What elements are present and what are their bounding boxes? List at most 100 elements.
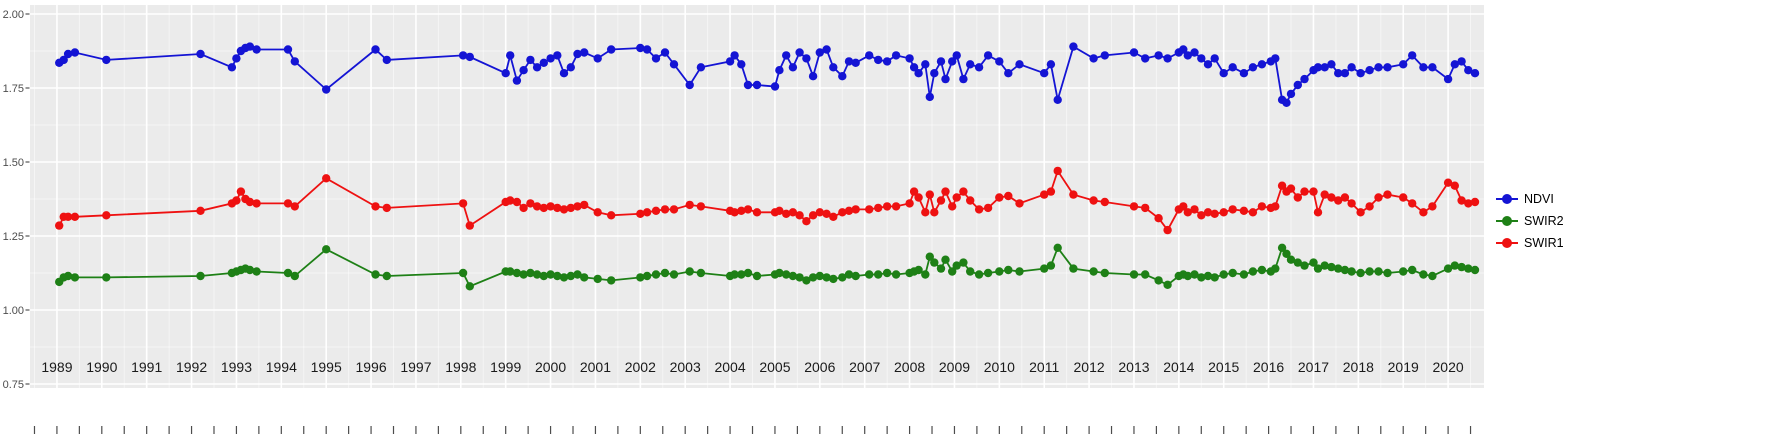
series-point-swir2 xyxy=(891,270,901,279)
series-point-swir2 xyxy=(851,271,860,281)
series-point-swir1 xyxy=(1154,214,1163,223)
series-point-swir2 xyxy=(1129,270,1139,279)
series-point-ndvi xyxy=(948,57,957,66)
x-tick-label: 2008 xyxy=(894,359,925,375)
series-point-swir2 xyxy=(322,245,331,254)
series-point-swir2 xyxy=(1340,265,1350,275)
series-point-swir2 xyxy=(1313,264,1323,273)
series-point-swir1 xyxy=(660,205,670,214)
series-point-ndvi xyxy=(1197,54,1206,63)
series-point-ndvi xyxy=(930,69,939,78)
x-tick-label: 1996 xyxy=(355,359,386,375)
series-point-swir2 xyxy=(775,268,784,278)
series-point-ndvi xyxy=(1334,69,1343,78)
legend-item-swir2: SWIR2 xyxy=(1495,210,1564,232)
series-point-swir2 xyxy=(1141,270,1150,279)
x-tick-label: 2020 xyxy=(1433,359,1464,375)
y-tick-label: 1.50 xyxy=(3,157,24,169)
series-point-ndvi xyxy=(669,60,679,69)
series-point-swir1 xyxy=(822,209,831,218)
x-tick-label: 1990 xyxy=(86,359,117,375)
series-point-swir1 xyxy=(1428,202,1437,211)
series-point-swir1 xyxy=(795,211,804,220)
series-point-ndvi xyxy=(1340,69,1350,78)
series-point-ndvi xyxy=(196,49,205,59)
series-point-ndvi xyxy=(1183,51,1193,60)
series-point-ndvi xyxy=(1300,74,1309,84)
series-point-swir2 xyxy=(607,276,616,285)
series-point-swir1 xyxy=(1257,202,1267,211)
series-point-ndvi xyxy=(1163,54,1172,63)
series-point-ndvi xyxy=(512,76,522,85)
series-point-swir2 xyxy=(1154,276,1163,285)
series-point-swir1 xyxy=(1046,187,1056,196)
legend-label-ndvi: NDVI xyxy=(1524,192,1554,206)
series-point-swir2 xyxy=(580,273,589,282)
series-point-ndvi xyxy=(743,80,753,90)
series-point-swir2 xyxy=(1100,268,1110,278)
series-point-ndvi xyxy=(882,57,892,66)
series-point-ndvi xyxy=(232,54,241,63)
series-point-swir1 xyxy=(1183,208,1193,217)
plot-panel xyxy=(30,5,1484,388)
series-point-swir2 xyxy=(974,270,984,279)
series-point-ndvi xyxy=(1089,54,1098,63)
series-point-swir1 xyxy=(382,203,391,213)
series-point-ndvi xyxy=(553,51,562,60)
series-point-swir1 xyxy=(1219,208,1228,217)
x-tick-label: 2003 xyxy=(670,359,701,375)
series-point-swir2 xyxy=(865,270,874,279)
series-point-swir1 xyxy=(371,202,380,211)
series-point-swir1 xyxy=(1309,187,1318,196)
x-tick-label: 1995 xyxy=(311,359,342,375)
series-point-ndvi xyxy=(1450,60,1460,69)
series-point-swir2 xyxy=(559,273,569,282)
series-point-ndvi xyxy=(1383,63,1392,72)
x-tick-label: 2019 xyxy=(1388,359,1419,375)
series-point-swir1 xyxy=(290,202,299,211)
series-point-swir2 xyxy=(795,273,804,282)
series-point-swir1 xyxy=(1470,197,1480,207)
series-point-ndvi xyxy=(936,57,946,66)
x-tick-label: 1993 xyxy=(221,359,252,375)
x-tick-label: 2006 xyxy=(804,359,835,375)
series-point-swir1 xyxy=(1069,190,1078,199)
series-point-swir1 xyxy=(1271,202,1280,211)
series-point-ndvi xyxy=(506,51,515,60)
series-point-swir1 xyxy=(458,199,468,208)
y-tick-label: 1.25 xyxy=(3,231,24,243)
series-point-swir1 xyxy=(851,205,860,214)
series-point-swir2 xyxy=(512,268,522,278)
series-point-ndvi xyxy=(519,66,528,75)
series-point-swir1 xyxy=(322,174,331,183)
series-point-swir1 xyxy=(283,199,293,208)
series-point-ndvi xyxy=(1040,69,1049,78)
series-point-swir1 xyxy=(636,209,645,218)
series-point-swir1 xyxy=(1163,225,1172,235)
series-point-swir2 xyxy=(1040,264,1049,273)
series-point-swir2 xyxy=(1408,265,1417,275)
series-point-swir2 xyxy=(573,270,582,279)
series-point-swir2 xyxy=(382,271,391,281)
x-tick-label: 2016 xyxy=(1253,359,1284,375)
x-tick-label: 1997 xyxy=(400,359,431,375)
series-point-ndvi xyxy=(1219,69,1228,78)
series-point-swir2 xyxy=(1163,280,1172,289)
series-point-swir1 xyxy=(788,208,798,217)
series-point-swir1 xyxy=(1089,196,1098,205)
series-point-swir1 xyxy=(1100,197,1110,207)
series-point-swir1 xyxy=(1300,187,1309,196)
series-point-ndvi xyxy=(1282,98,1291,108)
series-point-swir1 xyxy=(1464,199,1473,208)
series-point-swir1 xyxy=(782,209,791,218)
series-point-swir1 xyxy=(1374,193,1383,202)
series-point-swir2 xyxy=(808,273,818,282)
series-point-ndvi xyxy=(966,60,975,69)
series-point-swir1 xyxy=(1457,196,1466,205)
series-point-ndvi xyxy=(1069,42,1078,51)
series-point-ndvi xyxy=(909,63,919,72)
series-point-swir1 xyxy=(1190,205,1199,214)
series-point-swir1 xyxy=(995,193,1004,202)
series-point-swir1 xyxy=(1365,202,1374,211)
series-point-swir1 xyxy=(730,208,739,217)
